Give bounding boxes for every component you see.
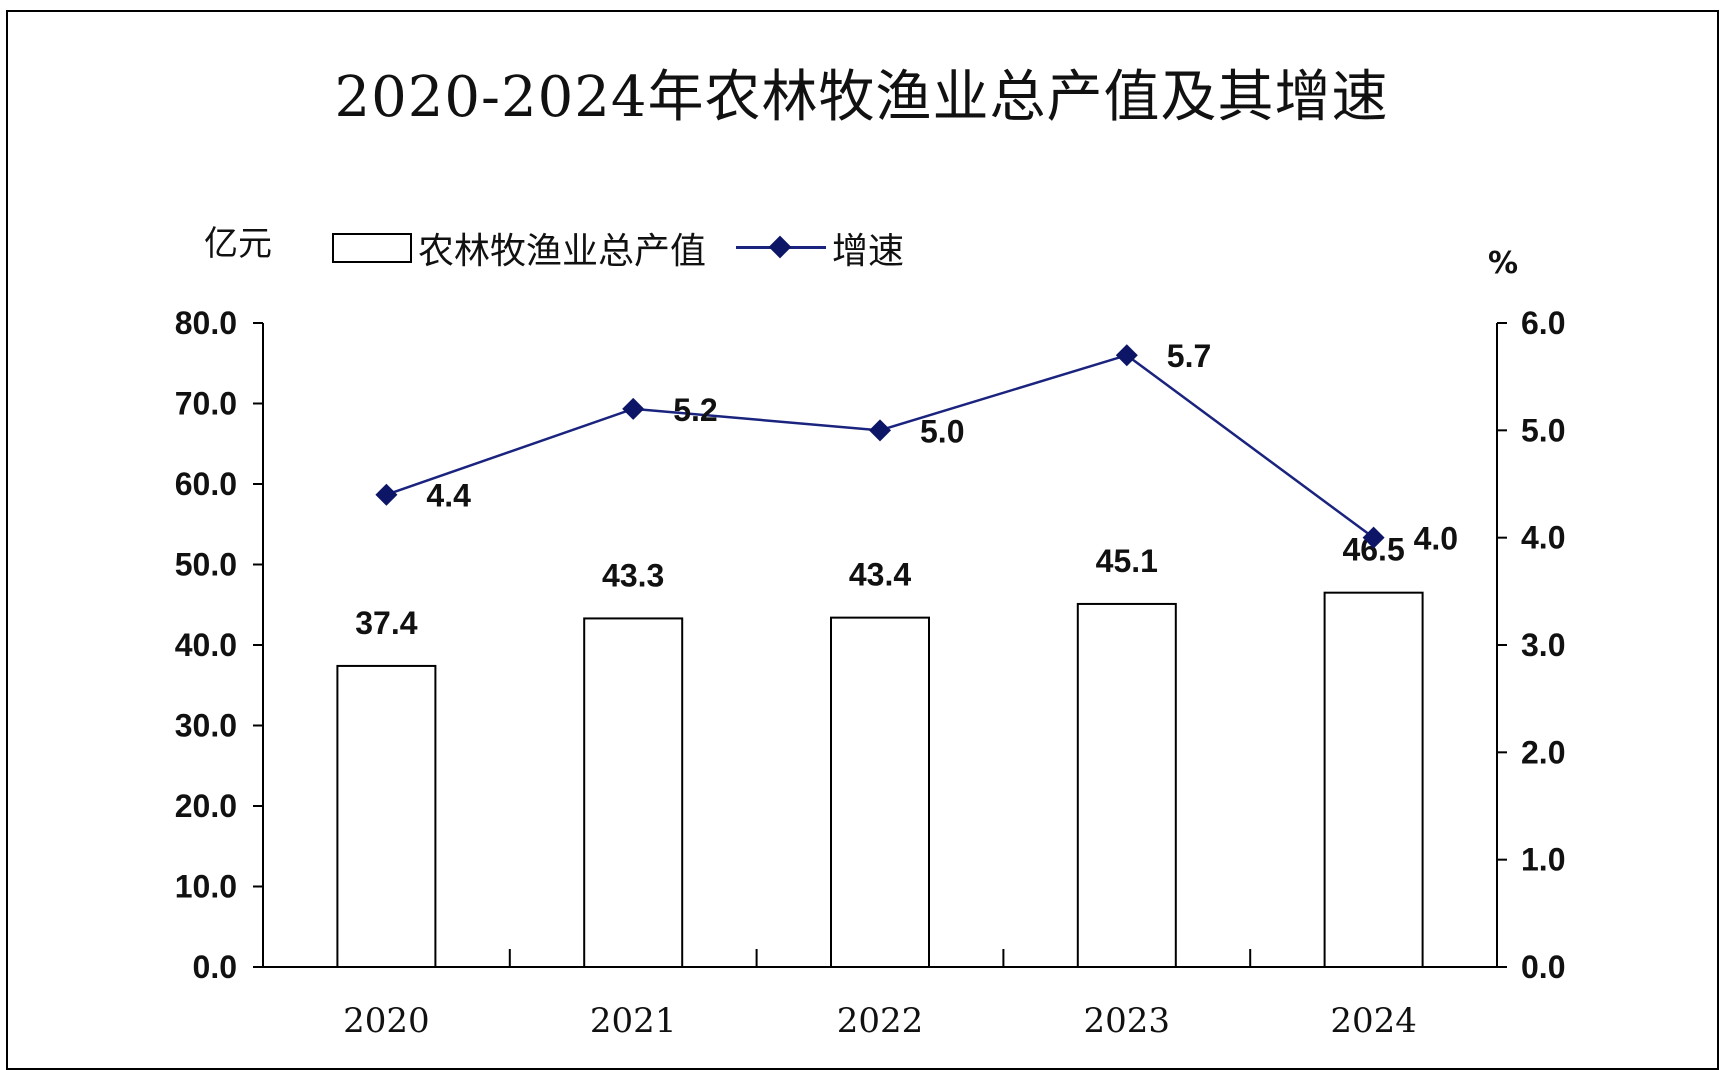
growth-value-label: 4.4 xyxy=(426,478,471,514)
right-tick-label: 3.0 xyxy=(1521,627,1565,663)
right-tick-label: 2.0 xyxy=(1521,734,1565,770)
left-tick-label: 30.0 xyxy=(175,708,237,744)
x-tick-label: 2022 xyxy=(837,1001,924,1041)
right-tick-label: 6.0 xyxy=(1521,305,1565,341)
chart-title: 2020-2024年农林牧渔业总产值及其增速 xyxy=(334,65,1389,130)
bar-value-label: 43.3 xyxy=(602,557,664,593)
growth-value-label: 5.2 xyxy=(673,392,717,428)
right-tick-label: 4.0 xyxy=(1521,520,1565,556)
x-tick-label: 2024 xyxy=(1330,1001,1417,1041)
left-tick-label: 10.0 xyxy=(175,869,237,905)
growth-marker xyxy=(869,419,891,442)
left-tick-label: 70.0 xyxy=(175,386,237,422)
legend-line-swatch xyxy=(736,233,827,263)
x-tick-label: 2023 xyxy=(1084,1001,1171,1041)
growth-marker xyxy=(375,483,398,506)
x-tick-label: 2021 xyxy=(590,1001,677,1041)
right-tick-label: 5.0 xyxy=(1521,412,1565,448)
bar xyxy=(1323,591,1424,968)
legend: 农林牧渔业总产值 增速 xyxy=(332,222,904,274)
growth-value-label: 5.7 xyxy=(1167,338,1211,374)
legend-bar-swatch xyxy=(332,233,412,263)
growth-line xyxy=(385,353,1375,539)
right-tick-label: 0.0 xyxy=(1521,949,1565,985)
bar xyxy=(1076,602,1177,968)
left-tick-label: 80.0 xyxy=(175,305,237,341)
left-tick-label: 60.0 xyxy=(175,466,237,502)
legend-line-label: 增速 xyxy=(832,231,905,272)
bar-value-label: 43.4 xyxy=(849,557,911,593)
bar xyxy=(583,617,684,968)
right-tick-label: 1.0 xyxy=(1521,842,1565,878)
left-tick-label: 50.0 xyxy=(175,547,237,583)
bar-value-label: 37.4 xyxy=(355,605,417,641)
legend-bar-label: 农林牧渔业总产值 xyxy=(418,231,707,272)
growth-value-label: 4.0 xyxy=(1414,521,1458,557)
growth-marker xyxy=(622,397,645,420)
left-tick-label: 20.0 xyxy=(175,788,237,824)
growth-marker xyxy=(1115,344,1138,367)
left-tick-label: 0.0 xyxy=(193,949,237,985)
left-axis-unit: 亿元 xyxy=(204,224,272,264)
bar xyxy=(830,616,930,968)
bar-value-label: 45.1 xyxy=(1096,543,1158,579)
right-axis-unit: % xyxy=(1488,246,1519,281)
bar xyxy=(336,664,437,968)
growth-marker xyxy=(1362,526,1385,549)
x-tick-label: 2020 xyxy=(343,1001,430,1041)
growth-value-label: 5.0 xyxy=(920,413,964,449)
left-tick-label: 40.0 xyxy=(175,627,237,663)
